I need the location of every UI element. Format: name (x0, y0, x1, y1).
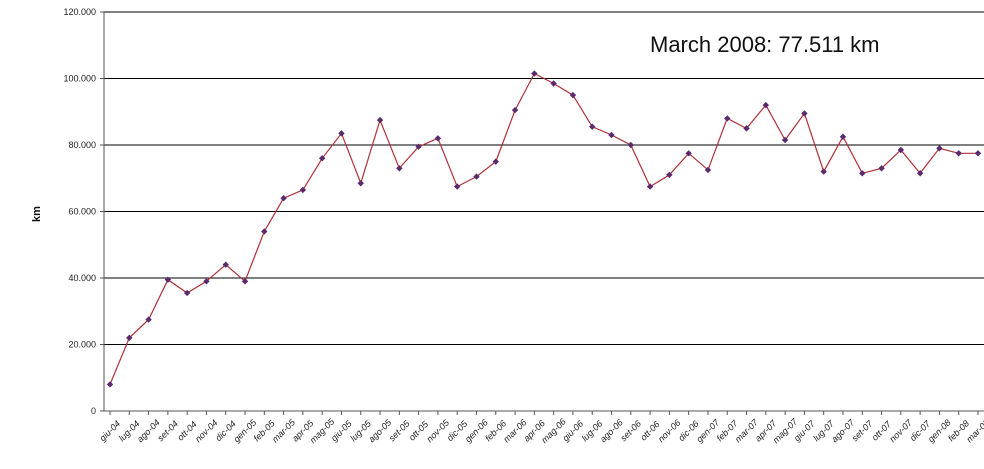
data-point (936, 145, 943, 152)
data-point (955, 150, 962, 157)
data-point (164, 276, 172, 283)
data-point (415, 143, 422, 150)
x-tick-label: giu-04 (97, 418, 122, 443)
data-point (280, 195, 287, 202)
y-tick-label: 60.000 (68, 207, 96, 217)
series-polyline (109, 72, 978, 385)
data-point (820, 168, 827, 175)
x-tick-label: nov-04 (193, 418, 220, 445)
y-axis-label: km (31, 206, 43, 222)
data-point (608, 131, 615, 139)
data-point (897, 146, 905, 154)
data-point (203, 278, 210, 285)
x-tick-label: set-07 (850, 418, 875, 443)
data-point (839, 133, 847, 140)
gridlines (104, 11, 984, 345)
data-point (781, 136, 789, 144)
data-point (531, 70, 538, 77)
data-point (666, 171, 673, 179)
data-point (338, 130, 345, 137)
x-axis: giu-04lug-04ago-04set-04ott-04nov-04dic-… (97, 410, 984, 446)
data-point (801, 110, 808, 117)
data-point (434, 135, 442, 142)
y-tick-label: 40.000 (68, 273, 96, 283)
data-point (627, 141, 634, 149)
data-point (299, 186, 307, 194)
data-point (974, 150, 982, 157)
data-point (724, 115, 731, 122)
data-point (916, 170, 924, 177)
data-point (183, 289, 191, 297)
y-axis: 0 20.000 40.000 60.000 80.000 100.000 120.000 (63, 7, 105, 416)
data-point (762, 101, 770, 109)
x-tick-label: mar-08 (964, 417, 984, 444)
data-point (222, 261, 229, 268)
data-point (454, 183, 461, 190)
series-line (109, 72, 978, 385)
data-point (145, 316, 152, 323)
data-point (106, 381, 114, 388)
data-point (318, 155, 326, 162)
x-tick-label: set-05 (387, 418, 412, 443)
x-tick-label: ago-06 (598, 417, 625, 444)
data-point (261, 228, 268, 235)
data-point (685, 150, 692, 157)
data-point (878, 165, 885, 172)
y-tick-label: 20.000 (68, 340, 96, 350)
data-point (646, 183, 654, 190)
data-point (859, 170, 866, 177)
data-points (106, 70, 982, 388)
data-point (126, 334, 133, 342)
x-tick-label: ago-04 (135, 417, 162, 444)
x-tick-label: nov-06 (656, 418, 683, 445)
data-point (376, 116, 384, 124)
x-tick-label: mag-06 (539, 417, 568, 446)
data-point (511, 106, 519, 114)
y-tick-label: 0 (91, 406, 96, 416)
data-point (704, 166, 712, 174)
data-point (589, 123, 596, 130)
data-point (492, 158, 499, 165)
data-point (396, 165, 403, 172)
y-tick-label: 120.000 (63, 7, 96, 17)
data-point (569, 91, 577, 99)
data-point (357, 180, 364, 187)
data-point (550, 80, 557, 87)
chart-annotation: March 2008: 77.511 km (650, 32, 880, 57)
data-point (743, 125, 750, 132)
y-tick-label: 80.000 (68, 140, 96, 150)
data-point (241, 278, 249, 285)
y-tick-label: 100.000 (63, 74, 96, 84)
data-point (473, 173, 480, 180)
